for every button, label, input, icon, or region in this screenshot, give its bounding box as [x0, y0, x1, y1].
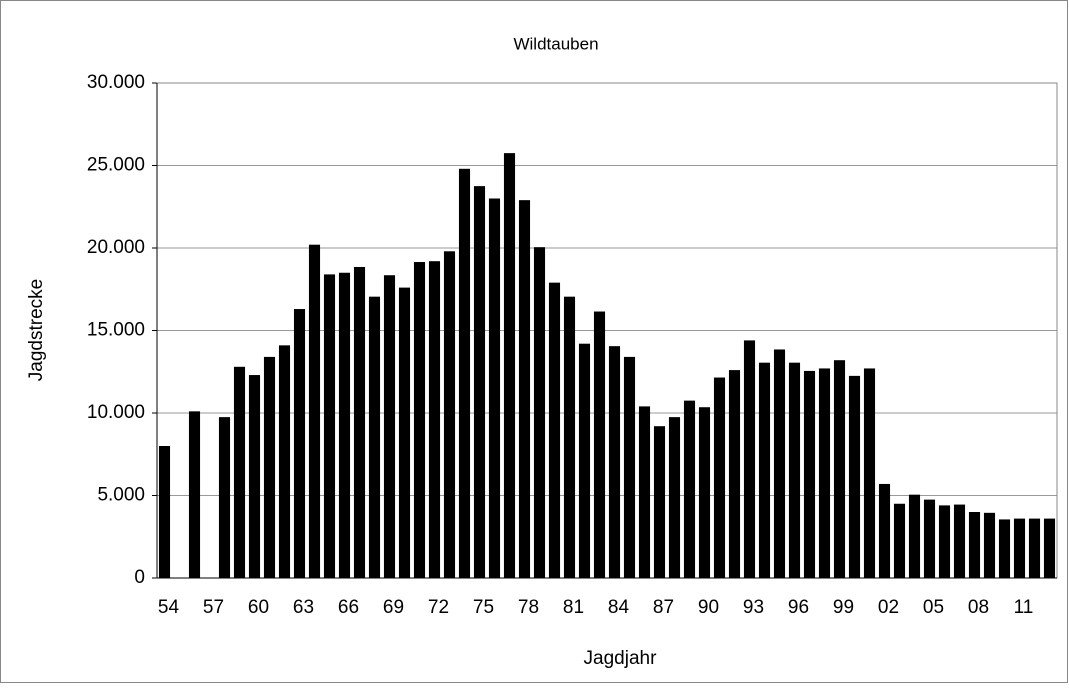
x-tick-label: 08: [968, 597, 989, 618]
bar: [968, 512, 981, 578]
bar: [383, 275, 396, 578]
bar: [248, 375, 261, 578]
bar: [548, 282, 561, 578]
bar: [803, 370, 816, 578]
bar: [623, 356, 636, 578]
bar: [698, 407, 711, 578]
bar: [833, 360, 846, 578]
bar: [488, 198, 501, 578]
y-tick-label: 20.000: [87, 237, 145, 258]
bar: [368, 296, 381, 578]
bar: [773, 349, 786, 578]
bar: [218, 417, 231, 578]
bar: [293, 309, 306, 578]
bar: [713, 377, 726, 578]
x-tick-label: 75: [473, 597, 494, 618]
bar: [158, 446, 171, 578]
chart-title: Wildtauben: [513, 34, 598, 53]
x-tick-label: 60: [248, 597, 269, 618]
x-tick-label: 84: [608, 597, 630, 618]
bar: [353, 266, 366, 578]
bar: [848, 375, 861, 578]
bar: [563, 296, 576, 578]
x-tick-label: 63: [293, 597, 314, 618]
x-tick-label: 11: [1014, 597, 1034, 618]
bar: [533, 247, 546, 579]
bar: [908, 494, 921, 578]
bar: [413, 262, 426, 578]
bar: [428, 261, 441, 578]
bar: [923, 499, 936, 578]
bar: [878, 483, 891, 578]
bar: [188, 411, 201, 578]
x-tick-label: 69: [383, 597, 404, 618]
x-tick-label: 81: [563, 597, 584, 618]
bar: [863, 368, 876, 578]
bar: [653, 426, 666, 578]
x-axis-label: Jagdjahr: [584, 648, 658, 669]
bar: [263, 356, 276, 578]
x-tick-label: 02: [878, 597, 899, 618]
bar: [998, 519, 1011, 578]
y-tick-label: 30.000: [87, 72, 145, 93]
x-tick-label: 99: [833, 597, 854, 618]
x-tick-label: 66: [338, 597, 359, 618]
bar: [443, 251, 456, 579]
bar: [893, 503, 906, 578]
bar: [728, 370, 741, 578]
bar: [578, 343, 591, 578]
bar: [608, 346, 621, 578]
bar: [398, 287, 411, 578]
x-tick-label: 72: [428, 597, 449, 618]
bar: [818, 368, 831, 578]
bar: [983, 512, 996, 578]
y-tick-label: 5.000: [97, 485, 145, 506]
x-tick-label: 78: [518, 597, 539, 618]
bar: [338, 272, 351, 578]
bar: [323, 274, 336, 578]
x-tick-label: 57: [203, 597, 224, 618]
x-tick-label: 87: [653, 597, 674, 618]
y-tick-label: 25.000: [87, 155, 145, 176]
bar: [278, 345, 291, 578]
bar: [308, 244, 321, 578]
bar: [758, 362, 771, 578]
x-tick-label: 54: [158, 597, 180, 618]
x-tick-label: 96: [788, 597, 809, 618]
x-tick-label: 93: [743, 597, 764, 618]
bar: [233, 366, 246, 578]
bar: [458, 168, 471, 579]
y-tick-label: 15.000: [87, 320, 145, 341]
bar: [953, 504, 966, 578]
y-axis-label: Jagdstrecke: [26, 279, 47, 381]
y-tick-label: 0: [134, 567, 145, 588]
bar: [1028, 518, 1041, 578]
bar: [788, 362, 801, 578]
bar: [683, 400, 696, 578]
x-tick-label: 90: [698, 597, 719, 618]
y-tick-label: 10.000: [87, 402, 145, 423]
bar: [503, 153, 516, 578]
bar: [473, 186, 486, 578]
bar: [518, 200, 531, 578]
bar: [1043, 518, 1056, 578]
bar: [743, 340, 756, 578]
bar: [668, 417, 681, 578]
bar: [938, 505, 951, 578]
bar: [593, 311, 606, 578]
bar: [638, 406, 651, 578]
bar: [1013, 518, 1026, 578]
x-tick-label: 05: [923, 597, 944, 618]
